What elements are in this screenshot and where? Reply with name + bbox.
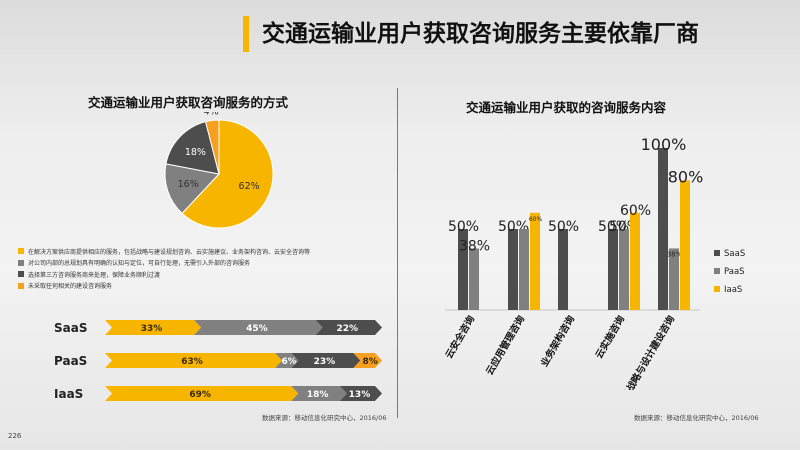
pie-slice	[164, 163, 220, 215]
column-value-label: 60%	[620, 203, 651, 219]
pie-slice-label: 18%	[185, 147, 206, 158]
column-bar	[558, 229, 568, 310]
column-legend-swatch	[714, 286, 720, 292]
legend-label: 在解决方案供应商提供相应的服务，包括战略与建设规划咨询、云实施建议、业务架构咨询…	[28, 248, 311, 256]
pie-slice	[204, 119, 220, 175]
legend-item: 在解决方案供应商提供相应的服务，包括战略与建设规划咨询、云实施建议、业务架构咨询…	[18, 246, 388, 256]
column-bar	[530, 212, 540, 310]
stacked-bar-segment-label: 8%	[363, 357, 378, 367]
title-accent-bar	[243, 16, 249, 52]
pie-chart: 62% 16% 18% 4%	[164, 112, 274, 229]
column-value-label: 60%	[529, 216, 543, 223]
stacked-bar-segment	[339, 386, 382, 401]
column-category-label: 云战略与设计建设咨询	[619, 313, 677, 390]
vertical-divider	[397, 88, 398, 418]
page-number: 226	[8, 432, 22, 440]
pie-slice-label: 4%	[204, 112, 219, 117]
legend-item: 未采取任何相关的建设咨询服务	[18, 281, 388, 291]
legend-swatch	[18, 248, 24, 254]
page-title: 交通运输业用户获取咨询服务主要依靠厂商	[262, 21, 699, 47]
column-legend-label: PaaS	[724, 267, 745, 277]
pie-slice-label: 62%	[239, 181, 260, 192]
column-legend-label: IaaS	[724, 285, 742, 295]
column-legend-swatch	[714, 250, 720, 256]
column-bar	[619, 229, 629, 310]
column-bar	[669, 248, 679, 310]
pie-slice-label: 16%	[178, 179, 199, 190]
stacked-bar-segment-label: 6%	[282, 357, 297, 367]
source-note-left: 数据来源：移动信息化研究中心，2016/06	[262, 414, 387, 422]
column-bar	[469, 248, 479, 310]
stacked-bar-segment	[291, 353, 361, 368]
column-category-label: 云应用管理咨询	[483, 313, 527, 377]
stacked-bar-segment	[105, 320, 202, 335]
column-legend-swatch	[714, 268, 720, 274]
column-value-label: 38%	[667, 250, 683, 258]
column-category-label: 云安全咨询	[443, 313, 477, 361]
column-bar	[680, 180, 690, 310]
bar-chart-title: 交通运输业用户获取的咨询服务内容	[466, 100, 667, 115]
stacked-bar-category-label: SaaS	[54, 321, 87, 335]
stacked-bar-segment-label: 18%	[307, 390, 329, 400]
source-note-right: 数据来源：移动信息化研究中心，2016/06	[634, 414, 759, 422]
column-value-label: 38%	[459, 238, 490, 254]
legend-label: 对公司内部的总规划具有明确的认知与定位，可自行处理，无需引入外部的咨询服务	[28, 260, 251, 267]
column-value-label: 50%	[548, 219, 579, 235]
stacked-bar-segment	[315, 320, 382, 335]
stacked-bar-category-label: IaaS	[54, 387, 83, 401]
legend-label: 未采取任何相关的建设咨询服务	[28, 283, 113, 290]
pie-slice	[181, 119, 274, 229]
stacked-bar-segment-label: 69%	[189, 390, 211, 400]
pie-chart-title: 交通运输业用户获取咨询服务的方式	[88, 95, 289, 110]
stacked-bar-segment-label: 45%	[246, 324, 268, 334]
stacked-bar-segment-label: 33%	[141, 324, 163, 334]
column-bar	[508, 229, 518, 310]
legend-label: 选择第三方咨询服务商来处理，保障业务顺利过渡	[28, 271, 161, 279]
legend-swatch	[18, 259, 24, 266]
column-category-label: 云实施咨询	[593, 313, 627, 361]
column-bar	[630, 212, 640, 310]
column-value-label: 80%	[668, 167, 704, 186]
stacked-bar-segment-label: 63%	[181, 357, 203, 367]
stacked-bar-segment	[291, 386, 347, 401]
stacked-bar-segment-label: 13%	[349, 390, 371, 400]
stacked-bar-segment	[105, 386, 299, 401]
column-value-label: 100%	[641, 135, 687, 154]
column-bar	[458, 229, 468, 310]
column-category-label: 业务架构咨询	[538, 313, 577, 369]
stacked-bar-segment	[275, 353, 299, 368]
column-bar	[608, 229, 618, 310]
stacked-bar-segment	[105, 353, 283, 368]
legend-swatch	[18, 282, 24, 289]
column-bar	[658, 148, 668, 310]
legend-swatch	[18, 271, 24, 277]
stacked-bar-segment-label: 22%	[337, 324, 359, 334]
column-legend-label: SaaS	[724, 249, 745, 259]
stacked-bar-segment-label: 23%	[314, 357, 336, 367]
pie-legend: 在解决方案供应商提供相应的服务，包括战略与建设规划咨询、云实施建议、业务架构咨询…	[18, 246, 388, 292]
legend-item: 选择第三方咨询服务商来处理，保障业务顺利过渡	[18, 269, 388, 279]
stacked-bar-category-label: PaaS	[54, 354, 87, 368]
column-bar	[519, 229, 529, 310]
pie-slice	[165, 121, 220, 175]
legend-item: 对公司内部的总规划具有明确的认知与定位，可自行处理，无需引入外部的咨询服务	[18, 258, 388, 268]
column-value-label: 50%	[448, 219, 479, 235]
stacked-bar-segment	[194, 320, 323, 335]
stacked-bar-segment	[353, 353, 382, 368]
stacked-bar-chart: SaaS 33% 45% 22% PaaS 63% 6% 23% 8% IaaS 69% 18% 13%	[54, 320, 382, 401]
